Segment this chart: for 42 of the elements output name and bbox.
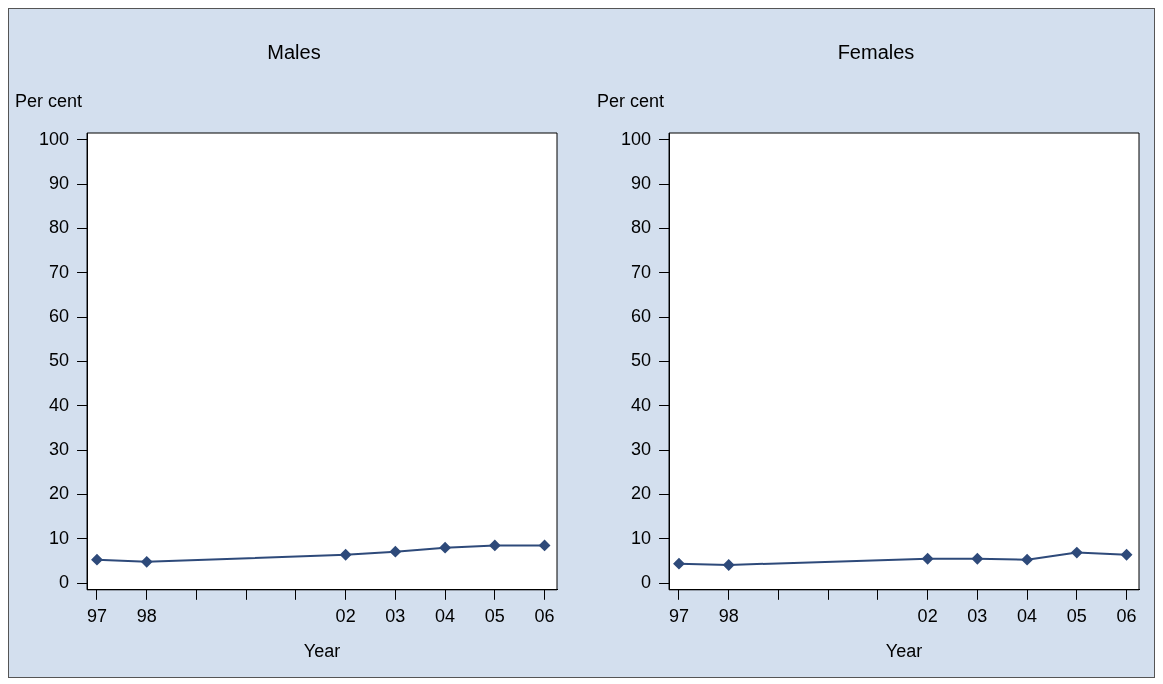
y-tick-label: 10 bbox=[631, 527, 652, 548]
chart-title: Males bbox=[267, 40, 321, 63]
y-tick-label: 70 bbox=[49, 261, 70, 282]
x-tick-label: 97 bbox=[86, 605, 107, 626]
y-tick-label: 50 bbox=[631, 350, 652, 371]
x-tick-label: 03 bbox=[385, 605, 406, 626]
x-tick-label: 04 bbox=[1017, 605, 1038, 626]
y-tick-label: 80 bbox=[631, 217, 652, 238]
y-tick-label: 40 bbox=[631, 394, 652, 415]
y-tick-label: 100 bbox=[620, 128, 652, 149]
y-tick-label: 70 bbox=[631, 261, 652, 282]
x-tick-label: 97 bbox=[668, 605, 689, 626]
x-tick-label: 05 bbox=[1066, 605, 1087, 626]
x-tick-label: 06 bbox=[534, 605, 555, 626]
y-tick-label: 10 bbox=[49, 527, 70, 548]
y-tick-label: 80 bbox=[49, 217, 70, 238]
y-tick-label: 60 bbox=[631, 306, 652, 327]
x-tick-label: 06 bbox=[1116, 605, 1137, 626]
y-axis-title: Per cent bbox=[597, 91, 665, 111]
y-tick-label: 30 bbox=[49, 439, 70, 460]
x-tick-label: 98 bbox=[718, 605, 739, 626]
y-tick-label: 90 bbox=[49, 172, 70, 193]
x-tick-label: 03 bbox=[967, 605, 988, 626]
x-axis-title: Year bbox=[885, 641, 923, 662]
y-tick-label: 20 bbox=[49, 483, 70, 504]
y-tick-label: 60 bbox=[49, 306, 70, 327]
y-tick-label: 100 bbox=[38, 128, 70, 149]
x-axis-title: Year bbox=[303, 641, 341, 662]
y-tick-label: 20 bbox=[631, 483, 652, 504]
x-tick-label: 02 bbox=[917, 605, 938, 626]
y-tick-label: 90 bbox=[631, 172, 652, 193]
y-tick-label: 50 bbox=[49, 350, 70, 371]
y-tick-label: 0 bbox=[59, 572, 70, 593]
chart-title: Females bbox=[837, 40, 915, 63]
y-tick-label: 40 bbox=[49, 394, 70, 415]
x-tick-label: 04 bbox=[435, 605, 456, 626]
y-tick-label: 30 bbox=[631, 439, 652, 460]
x-tick-label: 98 bbox=[136, 605, 157, 626]
y-axis-title: Per cent bbox=[15, 91, 83, 111]
x-tick-label: 05 bbox=[484, 605, 505, 626]
x-tick-label: 02 bbox=[335, 605, 356, 626]
y-tick-label: 0 bbox=[641, 572, 652, 593]
